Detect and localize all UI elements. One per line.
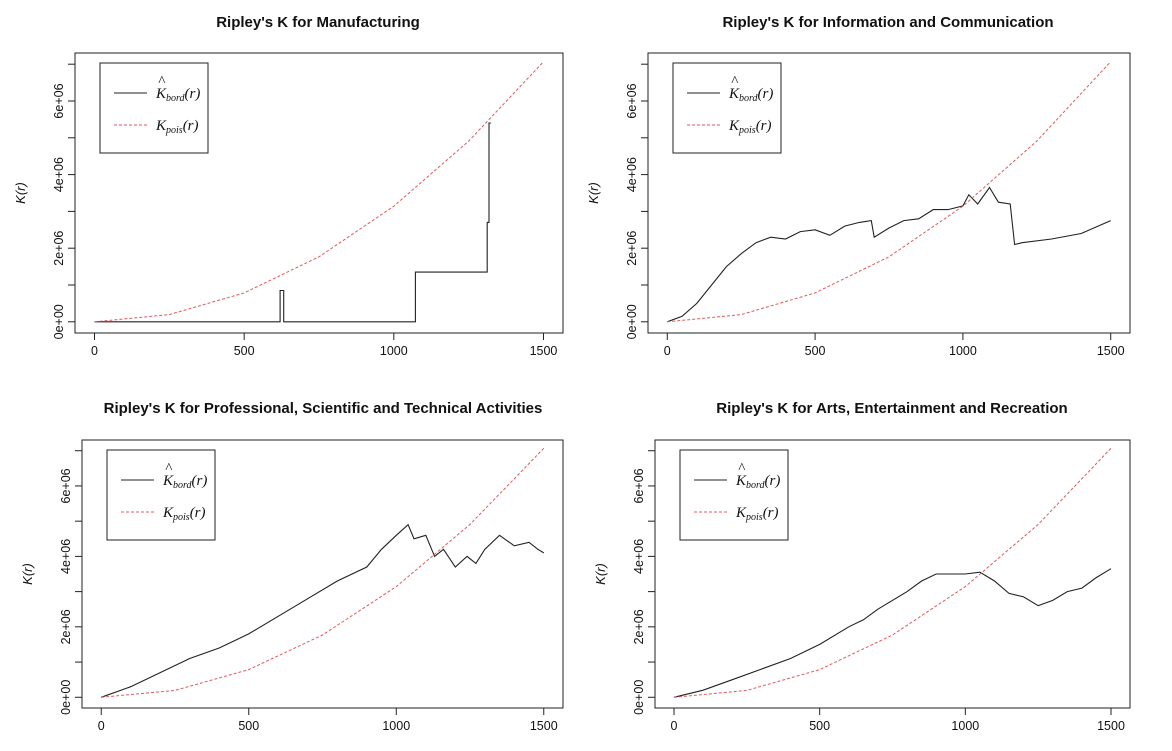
x-tick-label: 500: [805, 344, 826, 358]
series-line-kbord: [94, 122, 491, 323]
legend-entry: Kbord(r): [728, 86, 773, 104]
y-tick-label: 0e+00: [625, 304, 639, 339]
y-tick-label: 0e+00: [632, 680, 646, 715]
legend-entry: Kpois(r): [735, 505, 779, 523]
y-tick-label: 2e+06: [59, 609, 73, 644]
legend-hat-mark: ^: [738, 461, 746, 477]
x-tick-label: 0: [98, 719, 105, 733]
y-tick-label: 4e+06: [632, 539, 646, 574]
chart-panel-1: Ripley's K for Manufacturing 0 500 1000 1500…: [13, 14, 564, 358]
y-axis-label: K(r): [586, 182, 601, 204]
y-axis-label: K(r): [593, 563, 608, 585]
y-tick-label: 4e+06: [625, 157, 639, 192]
y-tick-label: 4e+06: [59, 539, 73, 574]
y-tick-label: 2e+06: [625, 231, 639, 266]
series-line-kbord: [673, 568, 1112, 698]
legend-entry: Kpois(r): [155, 118, 199, 136]
y-axis-label: K(r): [13, 182, 28, 204]
plot-frame: [74, 52, 564, 334]
x-tick-label: 1500: [530, 719, 558, 733]
y-tick-label: 0e+00: [52, 304, 66, 339]
x-tick-label: 0: [91, 344, 98, 358]
series-line-kpois: [94, 61, 544, 323]
x-tick-label: 1500: [530, 344, 558, 358]
chart-panel-4: Ripley's K for Arts, Entertainment and R…: [593, 400, 1131, 733]
x-tick-label: 1000: [951, 719, 979, 733]
series-line-kpois: [667, 61, 1112, 323]
plot-frame: [647, 52, 1131, 334]
x-tick-label: 1500: [1097, 344, 1125, 358]
y-tick-label: 0e+00: [59, 680, 73, 715]
legend-hat-mark: ^: [165, 461, 173, 477]
y-tick-label: 6e+06: [632, 468, 646, 503]
chart-title: Ripley's K for Manufacturing: [216, 14, 420, 31]
series-line-kpois: [673, 447, 1112, 698]
chart-title: Ripley's K for Professional, Scientific …: [104, 400, 543, 417]
series-line-kpois: [101, 447, 545, 698]
chart-panel-2: Ripley's K for Information and Communica…: [586, 14, 1131, 358]
legend-box: [99, 62, 209, 154]
plot-frame: [81, 439, 564, 709]
legend-hat-mark: ^: [731, 74, 739, 90]
y-tick-label: 6e+06: [52, 83, 66, 118]
series-line-kbord: [667, 186, 1111, 323]
legend-entry: Kbord(r): [735, 473, 780, 491]
y-tick-label: 4e+06: [52, 157, 66, 192]
y-axis-label: K(r): [20, 563, 35, 585]
legend-box: [679, 449, 789, 541]
chart-title: Ripley's K for Information and Communica…: [722, 14, 1053, 31]
x-tick-label: 0: [664, 344, 671, 358]
x-tick-label: 500: [234, 344, 255, 358]
x-tick-label: 500: [809, 719, 830, 733]
legend-entry: Kpois(r): [728, 118, 772, 136]
legend-box: [672, 62, 782, 154]
x-tick-label: 1000: [949, 344, 977, 358]
legend-entry: Kbord(r): [155, 86, 200, 104]
plot-frame: [654, 439, 1131, 709]
x-tick-label: 0: [671, 719, 678, 733]
legend-hat-mark: ^: [158, 74, 166, 90]
chart-panel-3: Ripley's K for Professional, Scientific …: [20, 400, 564, 733]
y-tick-label: 6e+06: [59, 468, 73, 503]
series-line-kbord: [101, 523, 545, 698]
x-tick-label: 1500: [1097, 719, 1125, 733]
y-tick-label: 2e+06: [52, 231, 66, 266]
x-tick-label: 500: [238, 719, 259, 733]
x-tick-label: 1000: [382, 719, 410, 733]
y-tick-label: 2e+06: [632, 609, 646, 644]
legend-entry: Kpois(r): [162, 505, 206, 523]
x-tick-label: 1000: [380, 344, 408, 358]
legend-box: [106, 449, 216, 541]
legend-entry: Kbord(r): [162, 473, 207, 491]
y-tick-label: 6e+06: [625, 83, 639, 118]
chart-title: Ripley's K for Arts, Entertainment and R…: [716, 400, 1067, 417]
